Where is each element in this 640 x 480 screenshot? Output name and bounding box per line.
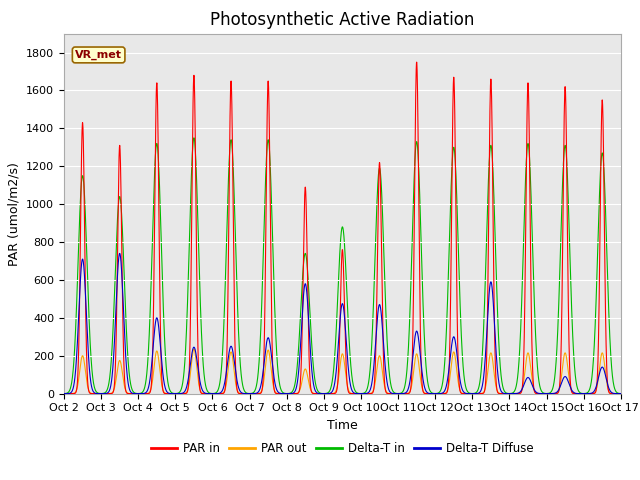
PAR out [60,391,68,396]
Delta-T Diffuse [60,391,68,396]
Delta-T Diffuse [436,391,444,396]
PAR out [322,391,330,396]
Delta-T in [616,391,624,396]
PAR out [616,391,624,396]
Legend: PAR in, PAR out, Delta-T in, Delta-T Diffuse: PAR in, PAR out, Delta-T in, Delta-T Dif… [147,437,538,460]
PAR in [322,391,330,396]
Delta-T Diffuse [467,391,475,396]
PAR in [616,391,624,396]
Delta-T Diffuse [322,391,330,396]
Text: VR_met: VR_met [75,50,122,60]
Line: PAR out: PAR out [64,349,621,394]
PAR out [499,391,507,396]
PAR in [436,391,444,396]
Line: Delta-T in: Delta-T in [64,138,621,394]
Delta-T in [499,384,507,390]
Delta-T Diffuse [499,390,507,396]
PAR out [617,391,625,396]
Y-axis label: PAR (umol/m2/s): PAR (umol/m2/s) [8,162,20,265]
Delta-T in [60,391,68,396]
Delta-T Diffuse [116,251,124,256]
Line: PAR in: PAR in [64,62,621,394]
Delta-T in [190,135,198,141]
Delta-T in [467,391,475,396]
PAR in [499,391,507,396]
Title: Photosynthetic Active Radiation: Photosynthetic Active Radiation [210,11,475,29]
PAR in [413,59,420,65]
PAR out [436,391,444,396]
Line: Delta-T Diffuse: Delta-T Diffuse [64,253,621,394]
X-axis label: Time: Time [327,419,358,432]
Delta-T Diffuse [161,380,168,386]
PAR in [467,391,475,396]
PAR in [617,391,625,396]
PAR in [160,390,168,396]
Delta-T in [436,388,444,394]
Delta-T in [617,391,625,396]
Delta-T Diffuse [617,391,625,396]
PAR out [467,391,475,396]
PAR out [160,389,168,395]
Delta-T in [322,391,330,396]
PAR out [190,346,198,352]
Delta-T in [160,324,168,330]
PAR in [60,391,68,396]
Delta-T Diffuse [616,391,624,396]
